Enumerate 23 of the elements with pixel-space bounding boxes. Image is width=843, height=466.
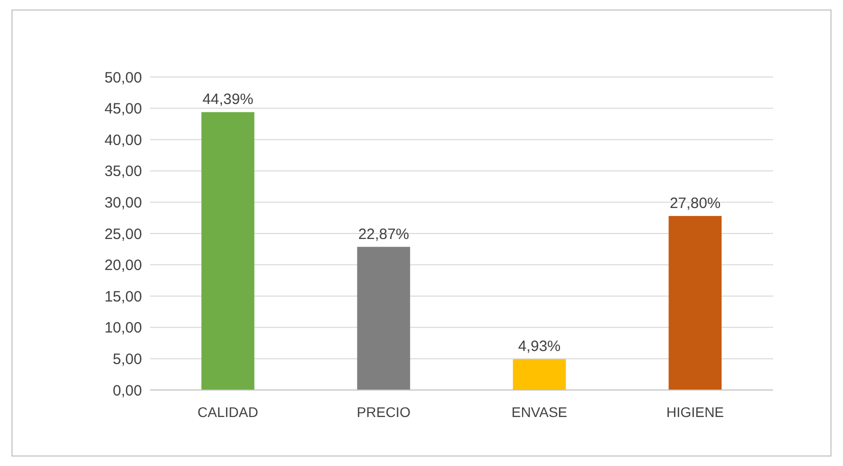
y-tick-label: 0,00 <box>112 382 142 400</box>
x-tick-label: HIGIENE <box>666 404 724 420</box>
bar <box>512 359 566 390</box>
x-tick-label: PRECIO <box>356 404 411 420</box>
data-label: 44,39% <box>202 91 254 108</box>
bar <box>357 246 410 390</box>
y-tick-label: 50,00 <box>104 69 142 86</box>
y-tick-label: 30,00 <box>104 194 142 212</box>
y-tick-label: 35,00 <box>104 163 142 180</box>
y-tick-label: 5,00 <box>112 350 142 368</box>
bar <box>201 112 254 390</box>
y-tick-label: 45,00 <box>104 100 142 118</box>
y-tick-label: 25,00 <box>104 226 142 243</box>
y-tick-label: 15,00 <box>104 288 142 306</box>
y-tick-label: 40,00 <box>104 132 142 149</box>
data-label: 27,80% <box>670 194 721 212</box>
x-tick-label: CALIDAD <box>198 404 258 420</box>
y-tick-label: 20,00 <box>104 257 142 274</box>
data-label: 4,93% <box>518 338 561 356</box>
x-tick-label: ENVASE <box>511 404 568 420</box>
data-label: 22,87% <box>358 226 410 243</box>
y-tick-label: 10,00 <box>104 320 142 337</box>
bar <box>668 216 722 390</box>
